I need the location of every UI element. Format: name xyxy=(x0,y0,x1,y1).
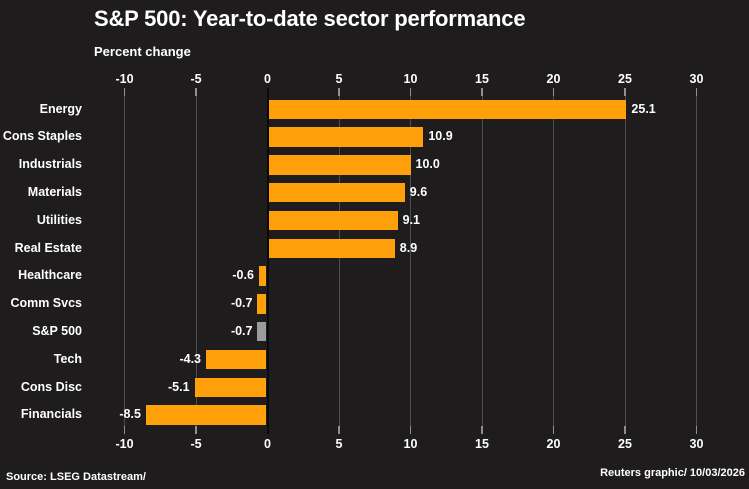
bar-value-label: -0.7 xyxy=(230,296,253,311)
axis-tick-bottom xyxy=(338,426,340,434)
category-label: Materials xyxy=(27,184,82,199)
axis-tick-label-top: 25 xyxy=(618,72,632,86)
axis-tick-label-top: 0 xyxy=(264,72,271,86)
bar-s-p-500 xyxy=(257,321,267,342)
axis-tick-bottom xyxy=(624,426,626,434)
axis-tick-label-top: 30 xyxy=(689,72,704,86)
bar-cons-staples xyxy=(268,127,424,147)
bar-energy xyxy=(268,99,627,119)
gridline xyxy=(195,96,197,426)
bar-utilities xyxy=(268,210,398,231)
gridline xyxy=(410,96,411,426)
category-label: Utilities xyxy=(36,212,82,227)
bar-materials xyxy=(268,182,405,203)
bar-value-label: -8.5 xyxy=(119,407,141,422)
category-label: Cons Disc xyxy=(20,379,82,394)
axis-tick-label-bottom: 5 xyxy=(335,437,343,451)
axis-tick-bottom xyxy=(481,426,483,434)
axis-tick-label-bottom: 0 xyxy=(264,437,271,451)
bar-value-label: 25.1 xyxy=(631,101,656,116)
gridline xyxy=(553,96,554,426)
category-label: Industrials xyxy=(18,157,82,172)
axis-tick-top xyxy=(123,88,126,96)
bar-industrials xyxy=(268,155,411,175)
bar-value-label: 8.9 xyxy=(399,240,418,255)
axis-tick-bottom xyxy=(409,426,412,434)
axis-tick-bottom xyxy=(552,426,555,434)
bar-value-label: 10.0 xyxy=(415,157,440,172)
bar-healthcare xyxy=(258,266,267,286)
axis-tick-top xyxy=(195,88,197,96)
category-label: Energy xyxy=(39,101,82,116)
axis-tick-label-bottom: 30 xyxy=(689,437,704,451)
bar-financials xyxy=(145,405,267,425)
axis-tick-label-bottom: 15 xyxy=(475,437,489,451)
axis-tick-top xyxy=(695,88,698,96)
category-label: S&P 500 xyxy=(32,323,82,338)
category-label: Comm Svcs xyxy=(10,296,82,311)
bar-value-label: -0.6 xyxy=(232,268,254,283)
bar-value-label: 9.6 xyxy=(409,184,428,199)
category-label: Real Estate xyxy=(14,240,82,255)
credit-note: Reuters graphic/ 10/03/2026 xyxy=(600,467,745,479)
chart-subtitle: Percent change xyxy=(94,44,191,59)
axis-tick-label-bottom: -5 xyxy=(190,437,202,451)
axis-tick-label-top: 15 xyxy=(475,72,489,86)
source-note: Source: LSEG Datastream/ xyxy=(6,471,146,483)
axis-tick-label-top: -5 xyxy=(190,72,202,86)
axis-tick-label-bottom: 20 xyxy=(546,437,561,451)
gridline xyxy=(124,96,125,426)
category-label: Cons Staples xyxy=(2,129,82,144)
axis-tick-top xyxy=(481,88,483,96)
gridline xyxy=(338,96,340,426)
axis-tick-label-top: 5 xyxy=(335,72,343,86)
bar-value-label: 10.9 xyxy=(428,129,453,144)
axis-tick-top xyxy=(409,88,412,96)
axis-tick-top xyxy=(552,88,555,96)
bar-cons-disc xyxy=(194,377,267,397)
axis-tick-label-top: 20 xyxy=(546,72,561,86)
axis-tick-top xyxy=(338,88,340,96)
gridline xyxy=(624,96,626,426)
zero-line xyxy=(266,88,269,434)
bar-value-label: 9.1 xyxy=(402,212,421,227)
axis-tick-bottom xyxy=(695,426,698,434)
bar-tech xyxy=(206,349,267,370)
axis-tick-bottom xyxy=(123,426,126,434)
axis-tick-label-bottom: 25 xyxy=(618,437,632,451)
bar-value-label: -5.1 xyxy=(168,379,190,394)
category-label: Financials xyxy=(20,407,82,422)
axis-tick-label-top: -10 xyxy=(115,72,134,86)
chart-title: S&P 500: Year-to-date sector performance xyxy=(94,6,526,31)
bar-value-label: -0.7 xyxy=(230,323,253,338)
gridline xyxy=(696,96,697,426)
axis-tick-bottom xyxy=(195,426,197,434)
axis-tick-label-bottom: -10 xyxy=(115,437,134,451)
bar-real-estate xyxy=(268,238,395,258)
gridline xyxy=(481,96,483,426)
axis-tick-label-top: 10 xyxy=(403,72,418,86)
category-label: Tech xyxy=(53,351,82,366)
axis-tick-top xyxy=(624,88,626,96)
category-label: Healthcare xyxy=(18,268,82,283)
axis-tick-label-bottom: 10 xyxy=(403,437,418,451)
bar-comm-svcs xyxy=(257,294,267,314)
bar-value-label: -4.3 xyxy=(179,351,201,366)
